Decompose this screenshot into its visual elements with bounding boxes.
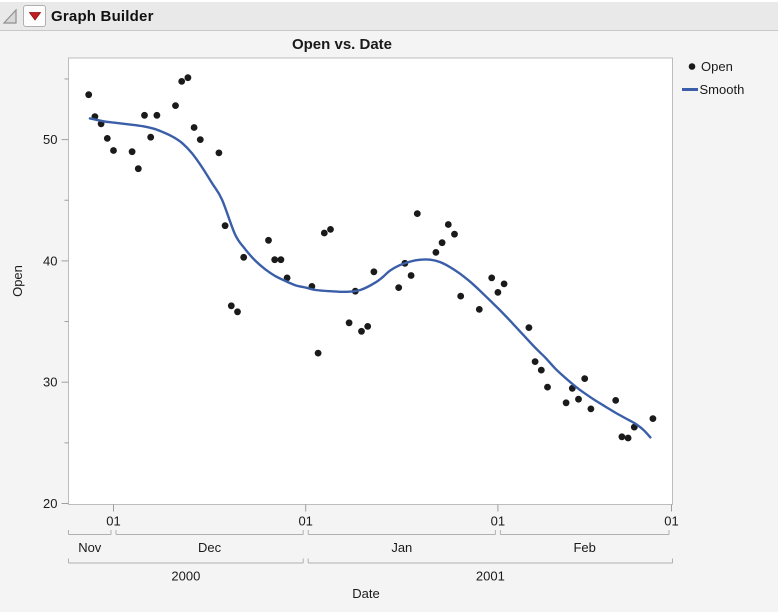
data-point[interactable] [327, 226, 334, 233]
data-point[interactable] [612, 397, 620, 404]
data-point[interactable] [525, 324, 533, 331]
x-day-tick-label[interactable]: 01 [491, 514, 505, 529]
data-point[interactable] [500, 280, 508, 288]
y-tick-label[interactable]: 40 [43, 253, 57, 268]
smooth-line[interactable] [88, 117, 652, 439]
data-point[interactable] [451, 230, 458, 238]
data-point[interactable] [370, 268, 378, 276]
outline-header: Graph Builder [0, 2, 778, 31]
data-point[interactable] [438, 239, 446, 247]
data-point[interactable] [407, 272, 415, 279]
x-axis-month-bands: Nov Dec Jan Feb [68, 530, 670, 555]
data-point[interactable] [277, 256, 285, 264]
month-band-label[interactable]: Dec [198, 540, 222, 555]
legend: Open Smooth [682, 59, 744, 97]
y-tick-label[interactable]: 20 [43, 496, 57, 511]
y-axis-title[interactable]: Open [10, 265, 25, 297]
data-point[interactable] [618, 433, 626, 441]
data-point[interactable] [494, 289, 502, 296]
data-point[interactable] [172, 102, 179, 109]
scatter-points [85, 74, 657, 442]
legend-open-label: Open [701, 59, 733, 74]
month-band-label[interactable]: Feb [573, 540, 595, 555]
year-band-label[interactable]: 2001 [476, 569, 505, 584]
data-point[interactable] [531, 358, 539, 365]
disclosure-triangle-shape [2, 8, 17, 24]
data-point[interactable] [134, 165, 142, 173]
data-point[interactable] [544, 383, 551, 391]
data-point[interactable] [178, 78, 186, 85]
outline-title: Graph Builder [51, 7, 154, 25]
data-point[interactable] [153, 111, 161, 119]
data-point[interactable] [649, 415, 657, 422]
x-day-tick-label[interactable]: 01 [298, 514, 312, 529]
legend-open-dot-icon [688, 63, 696, 70]
data-point[interactable] [475, 306, 483, 313]
red-triangle-icon [28, 12, 41, 21]
data-point[interactable] [345, 319, 353, 327]
data-point[interactable] [488, 274, 496, 282]
year-band-label[interactable]: 2000 [171, 569, 200, 584]
y-tick-label[interactable]: 50 [43, 132, 57, 147]
chart-title[interactable]: Open vs. Date [292, 36, 392, 53]
data-point[interactable] [581, 375, 589, 382]
y-axis-ticks: 20 30 40 50 [43, 78, 69, 511]
graph-area: Open vs. Date Open Date 20 30 40 50 01 01 01 0… [0, 31, 778, 612]
month-band-label[interactable]: Nov [78, 540, 102, 555]
smooth-curve [88, 117, 652, 439]
data-point[interactable] [265, 236, 272, 244]
data-point[interactable] [587, 405, 595, 413]
data-point[interactable] [432, 249, 440, 256]
data-point[interactable] [196, 136, 204, 144]
data-point[interactable] [283, 274, 291, 282]
data-point[interactable] [444, 221, 452, 228]
data-point[interactable] [240, 253, 248, 261]
data-point[interactable] [227, 302, 235, 310]
data-point[interactable] [537, 366, 545, 374]
data-point[interactable] [190, 124, 198, 131]
data-point[interactable] [103, 135, 111, 142]
data-point[interactable] [562, 399, 570, 407]
x-day-tick-label[interactable]: 01 [664, 514, 678, 529]
x-axis-title[interactable]: Date [352, 586, 379, 601]
data-point[interactable] [314, 349, 322, 357]
x-day-tick-label[interactable]: 01 [106, 514, 120, 529]
red-triangle-menu-button[interactable] [23, 5, 46, 27]
y-tick-label[interactable]: 30 [43, 375, 57, 390]
data-point[interactable] [221, 222, 229, 230]
plot-area[interactable] [68, 57, 673, 505]
data-point[interactable] [457, 292, 465, 300]
month-band-label[interactable]: Jan [391, 540, 412, 555]
data-point[interactable] [358, 327, 365, 335]
data-point[interactable] [85, 91, 93, 99]
data-point[interactable] [364, 323, 372, 330]
legend-item-open[interactable]: Open [688, 59, 733, 74]
data-point[interactable] [184, 74, 192, 82]
data-point[interactable] [141, 111, 148, 119]
data-point[interactable] [624, 434, 632, 442]
legend-item-smooth[interactable]: Smooth [682, 82, 744, 97]
data-point[interactable] [215, 149, 223, 157]
data-point[interactable] [110, 147, 117, 154]
data-point[interactable] [320, 229, 328, 237]
x-axis-ticks: 01 01 01 01 [106, 504, 679, 529]
legend-smooth-label: Smooth [700, 82, 745, 97]
data-point[interactable] [234, 308, 241, 316]
data-point[interactable] [147, 133, 155, 141]
data-point[interactable] [395, 284, 403, 291]
disclosure-triangle-icon[interactable] [2, 3, 20, 29]
data-point[interactable] [271, 256, 279, 264]
data-point[interactable] [413, 210, 421, 218]
x-axis-year-bands: 2000 2001 [68, 558, 673, 584]
data-point[interactable] [575, 395, 582, 403]
data-point[interactable] [128, 148, 136, 156]
